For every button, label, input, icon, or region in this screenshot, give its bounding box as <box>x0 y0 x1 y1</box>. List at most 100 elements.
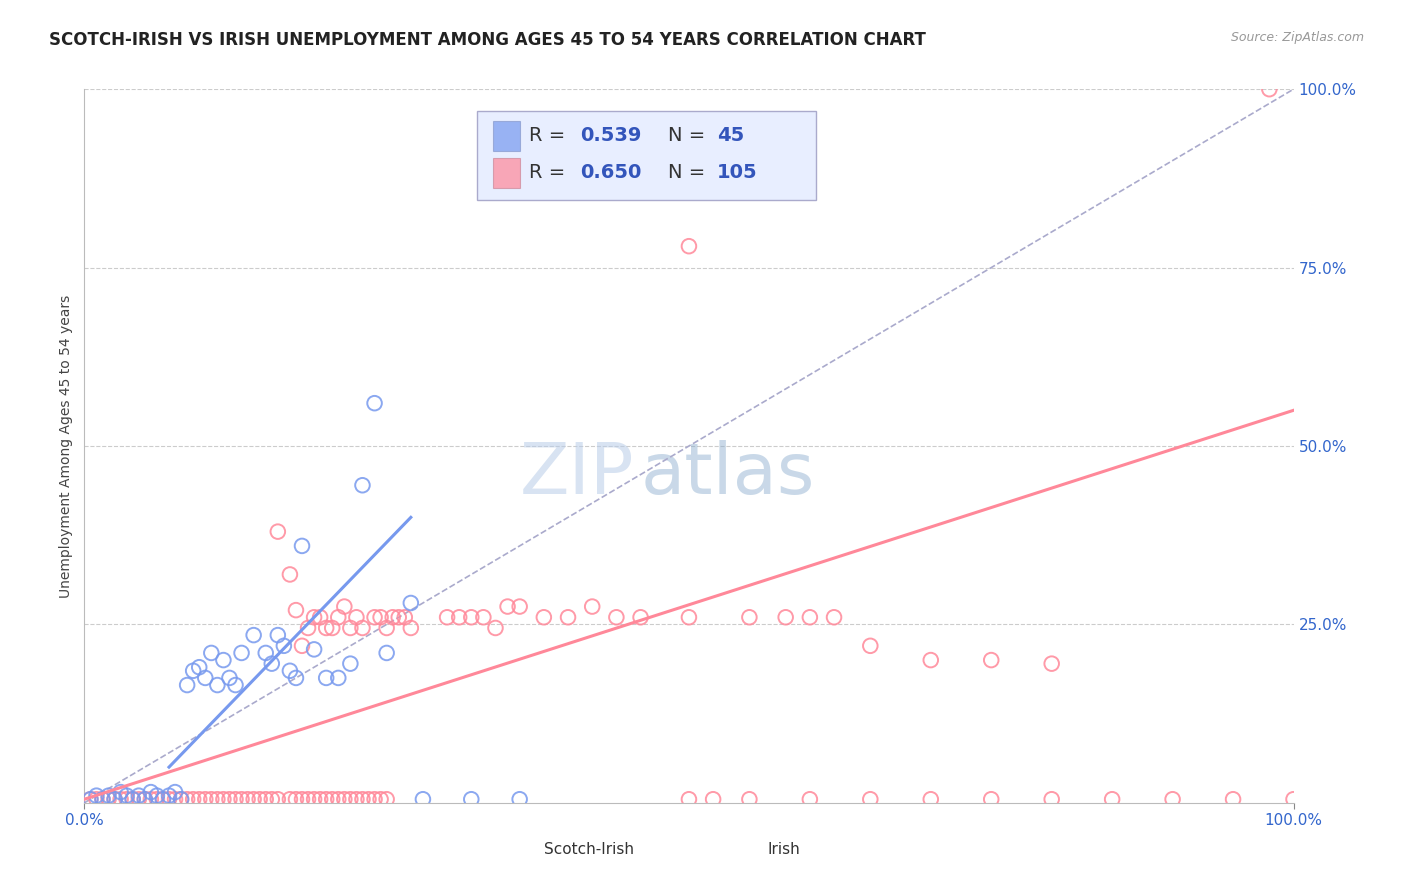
Point <box>328 671 350 685</box>
Point <box>346 792 368 806</box>
Point <box>859 639 882 653</box>
Point <box>630 610 652 624</box>
Point <box>333 599 356 614</box>
Point <box>152 792 174 806</box>
Point <box>110 792 132 806</box>
Point <box>799 610 821 624</box>
Text: R =: R = <box>529 126 572 145</box>
Point <box>212 792 235 806</box>
Point <box>302 610 325 624</box>
Point <box>339 657 361 671</box>
Point <box>176 678 198 692</box>
Point <box>91 792 114 806</box>
Point <box>352 792 374 806</box>
Point <box>170 792 193 806</box>
Point <box>278 664 301 678</box>
Point <box>533 610 555 624</box>
Point <box>775 610 797 624</box>
Point <box>375 621 398 635</box>
Text: atlas: atlas <box>641 440 815 509</box>
Point <box>297 621 319 635</box>
Point <box>375 792 398 806</box>
Point <box>79 792 101 806</box>
Point <box>139 785 162 799</box>
Point <box>352 621 374 635</box>
Point <box>285 603 308 617</box>
Point <box>581 599 603 614</box>
Point <box>188 660 211 674</box>
Point <box>823 610 845 624</box>
Point <box>363 610 385 624</box>
Point <box>980 792 1002 806</box>
Point <box>115 792 138 806</box>
Point <box>1040 657 1063 671</box>
Point <box>339 621 361 635</box>
Point <box>194 792 217 806</box>
Text: 45: 45 <box>717 126 744 145</box>
Point <box>309 792 332 806</box>
Point <box>394 610 416 624</box>
Point <box>509 599 531 614</box>
Text: SCOTCH-IRISH VS IRISH UNEMPLOYMENT AMONG AGES 45 TO 54 YEARS CORRELATION CHART: SCOTCH-IRISH VS IRISH UNEMPLOYMENT AMONG… <box>49 31 927 49</box>
Bar <box>508 834 534 864</box>
Point <box>134 792 156 806</box>
Point <box>472 610 495 624</box>
Point <box>231 646 253 660</box>
Point <box>260 657 283 671</box>
Text: N =: N = <box>668 163 711 182</box>
Point <box>678 792 700 806</box>
Point <box>231 792 253 806</box>
Point <box>509 792 531 806</box>
Point <box>370 610 392 624</box>
Point <box>328 792 350 806</box>
Point <box>1222 792 1244 806</box>
Point <box>388 610 411 624</box>
Point <box>104 792 127 806</box>
Point <box>496 599 519 614</box>
Point <box>399 596 422 610</box>
Point <box>291 639 314 653</box>
Point <box>1101 792 1123 806</box>
Text: R =: R = <box>529 163 572 182</box>
Point <box>152 792 174 806</box>
Point <box>86 789 108 803</box>
Point <box>557 610 579 624</box>
Point <box>980 653 1002 667</box>
Point <box>165 792 187 806</box>
Point <box>920 792 942 806</box>
Text: 105: 105 <box>717 163 758 182</box>
Point <box>678 239 700 253</box>
Point <box>920 653 942 667</box>
Point <box>309 610 332 624</box>
Point <box>357 792 380 806</box>
Point <box>702 792 724 806</box>
Point <box>738 792 761 806</box>
Point <box>110 785 132 799</box>
Point <box>242 792 264 806</box>
Point <box>267 628 290 642</box>
Point <box>218 671 240 685</box>
Point <box>1161 792 1184 806</box>
Point <box>291 539 314 553</box>
Point <box>460 792 482 806</box>
Text: Source: ZipAtlas.com: Source: ZipAtlas.com <box>1230 31 1364 45</box>
Text: ZIP: ZIP <box>520 440 634 509</box>
Point <box>321 621 343 635</box>
Point <box>86 792 108 806</box>
Point <box>291 792 314 806</box>
Point <box>194 671 217 685</box>
Point <box>460 610 482 624</box>
Point <box>200 646 222 660</box>
Point <box>278 792 301 806</box>
Point <box>146 789 169 803</box>
Point <box>738 610 761 624</box>
Point <box>79 792 101 806</box>
Point <box>115 789 138 803</box>
Point <box>260 792 283 806</box>
FancyBboxPatch shape <box>478 111 815 200</box>
Point <box>104 792 127 806</box>
Point <box>678 610 700 624</box>
Point <box>128 789 150 803</box>
Point <box>225 792 247 806</box>
Point <box>328 610 350 624</box>
